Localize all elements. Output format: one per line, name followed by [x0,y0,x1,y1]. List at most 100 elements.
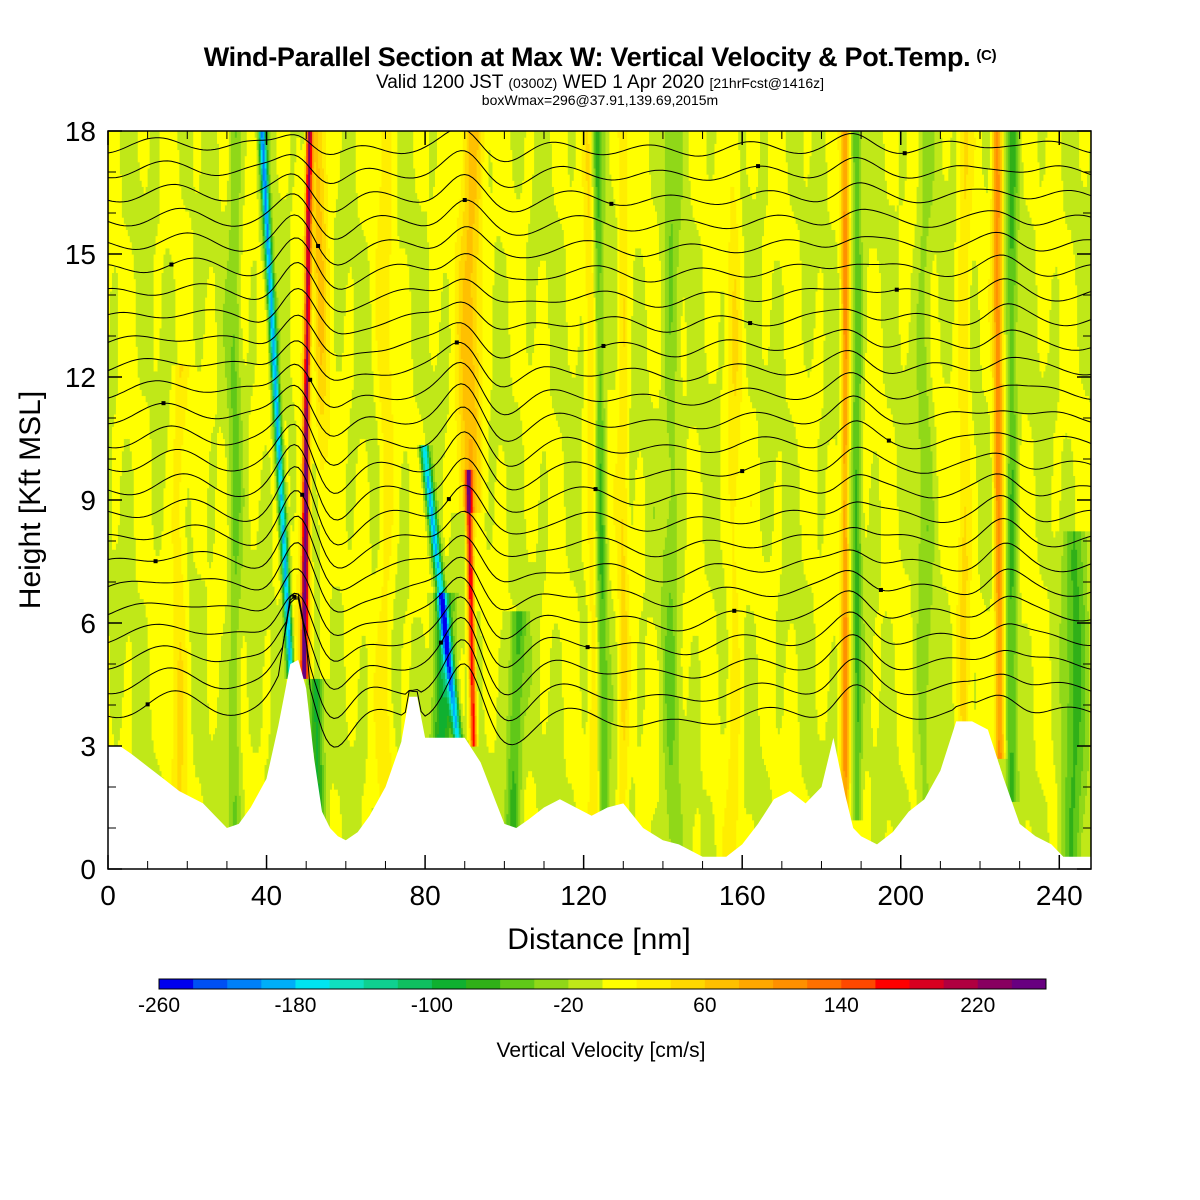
velocity-cell [427,555,430,593]
velocity-cell [270,235,274,243]
velocity-cell [171,364,175,507]
velocity-cell [258,161,262,175]
velocity-cell [438,555,442,563]
velocity-cell [472,469,476,507]
velocity-cell [278,131,282,194]
velocity-cell [754,407,757,624]
velocity-cell [153,131,157,255]
velocity-field [108,131,1091,869]
y-tick-label: 15 [65,239,96,270]
velocity-cell [276,456,280,464]
velocity-cell [433,500,436,507]
velocity-cell [403,450,406,624]
velocity-cell [1061,555,1064,869]
velocity-cell [421,481,424,489]
velocity-cell [276,469,280,483]
velocity-cell [450,647,454,655]
velocity-cell [217,432,220,698]
velocity-cell [954,131,957,243]
velocity-cell [310,131,313,144]
velocity-cell [845,536,848,618]
velocity-cell [605,543,609,661]
velocity-cell [1063,438,1066,532]
colorbar-swatch [261,979,296,989]
y-tick-label: 3 [80,731,96,762]
velocity-cell [169,131,173,255]
velocity-cell [266,210,270,224]
velocity-cell [280,543,284,556]
velocity-cell [635,247,638,470]
velocity-cell [429,592,432,735]
velocity-cell [226,260,230,409]
velocity-cell [524,635,527,716]
velocity-cell [654,629,658,809]
velocity-cell [117,524,121,741]
velocity-cell [339,149,343,372]
velocity-cell [365,647,369,759]
velocity-cell [639,616,642,747]
velocity-cell [452,635,456,655]
velocity-cell [954,241,957,759]
velocity-cell [823,340,827,520]
velocity-cell [1073,131,1076,255]
velocity-cell [1035,284,1039,538]
velocity-cell [789,204,793,415]
velocity-cell [415,401,418,618]
velocity-cell [839,512,842,821]
velocity-cell [468,623,472,643]
velocity-cell [121,450,125,698]
velocity-cell [746,377,749,606]
velocity-cell [373,672,377,722]
velocity-cell [771,272,775,532]
velocity-cell [920,235,924,766]
velocity-cell [898,333,902,550]
velocity-cell [326,456,329,679]
velocity-cell [431,198,434,366]
velocity-cell [435,524,438,532]
velocity-cell [476,690,480,735]
velocity-cell [450,592,454,618]
velocity-cell [407,598,410,722]
velocity-cell [874,131,878,249]
velocity-cell [514,782,517,839]
velocity-cell [276,383,280,390]
velocity-cell [415,192,418,403]
velocity-cell [651,401,654,618]
velocity-cell [331,131,335,587]
velocity-cell [500,629,503,839]
isentrope-line [108,515,1091,591]
velocity-cell [837,149,840,274]
velocity-cell [714,143,718,384]
velocity-cell [468,598,472,624]
velocity-cell [357,444,361,679]
velocity-cell [767,561,771,778]
velocity-cell [421,456,424,464]
velocity-cell [419,444,422,452]
velocity-cell [981,598,985,815]
velocity-cell [597,641,601,772]
velocity-cell [645,635,648,869]
velocity-cell [452,690,456,716]
velocity-cell [702,543,706,790]
velocity-cell [316,493,319,679]
velocity-cell [639,746,642,869]
velocity-cell [999,758,1003,772]
velocity-cell [855,131,858,470]
velocity-cell [435,518,438,526]
isentropes [108,131,1091,748]
velocity-cell [326,131,329,175]
velocity-cell [268,131,272,175]
velocity-cell [282,604,285,618]
velocity-cell [843,616,846,772]
velocity-cell [448,647,452,655]
velocity-cell [797,721,801,869]
velocity-cell [266,297,270,304]
velocity-cell [581,131,585,187]
velocity-cell [902,198,906,372]
velocity-cell [575,131,579,366]
velocity-cell [633,131,636,261]
velocity-cell [419,469,422,618]
velocity-cell [423,512,426,636]
velocity-cell [262,223,266,237]
velocity-cell [203,579,206,821]
